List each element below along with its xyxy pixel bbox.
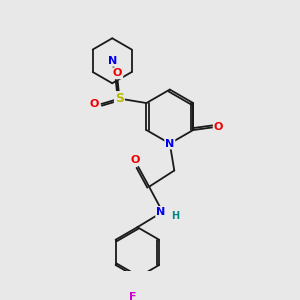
Text: N: N	[165, 139, 174, 148]
Text: O: O	[214, 122, 223, 132]
Text: F: F	[129, 292, 137, 300]
Text: O: O	[131, 155, 140, 165]
Text: N: N	[156, 207, 165, 217]
Text: O: O	[90, 99, 99, 109]
Text: O: O	[113, 68, 122, 78]
Text: H: H	[172, 211, 180, 220]
Text: S: S	[115, 92, 124, 105]
Text: N: N	[108, 56, 117, 66]
